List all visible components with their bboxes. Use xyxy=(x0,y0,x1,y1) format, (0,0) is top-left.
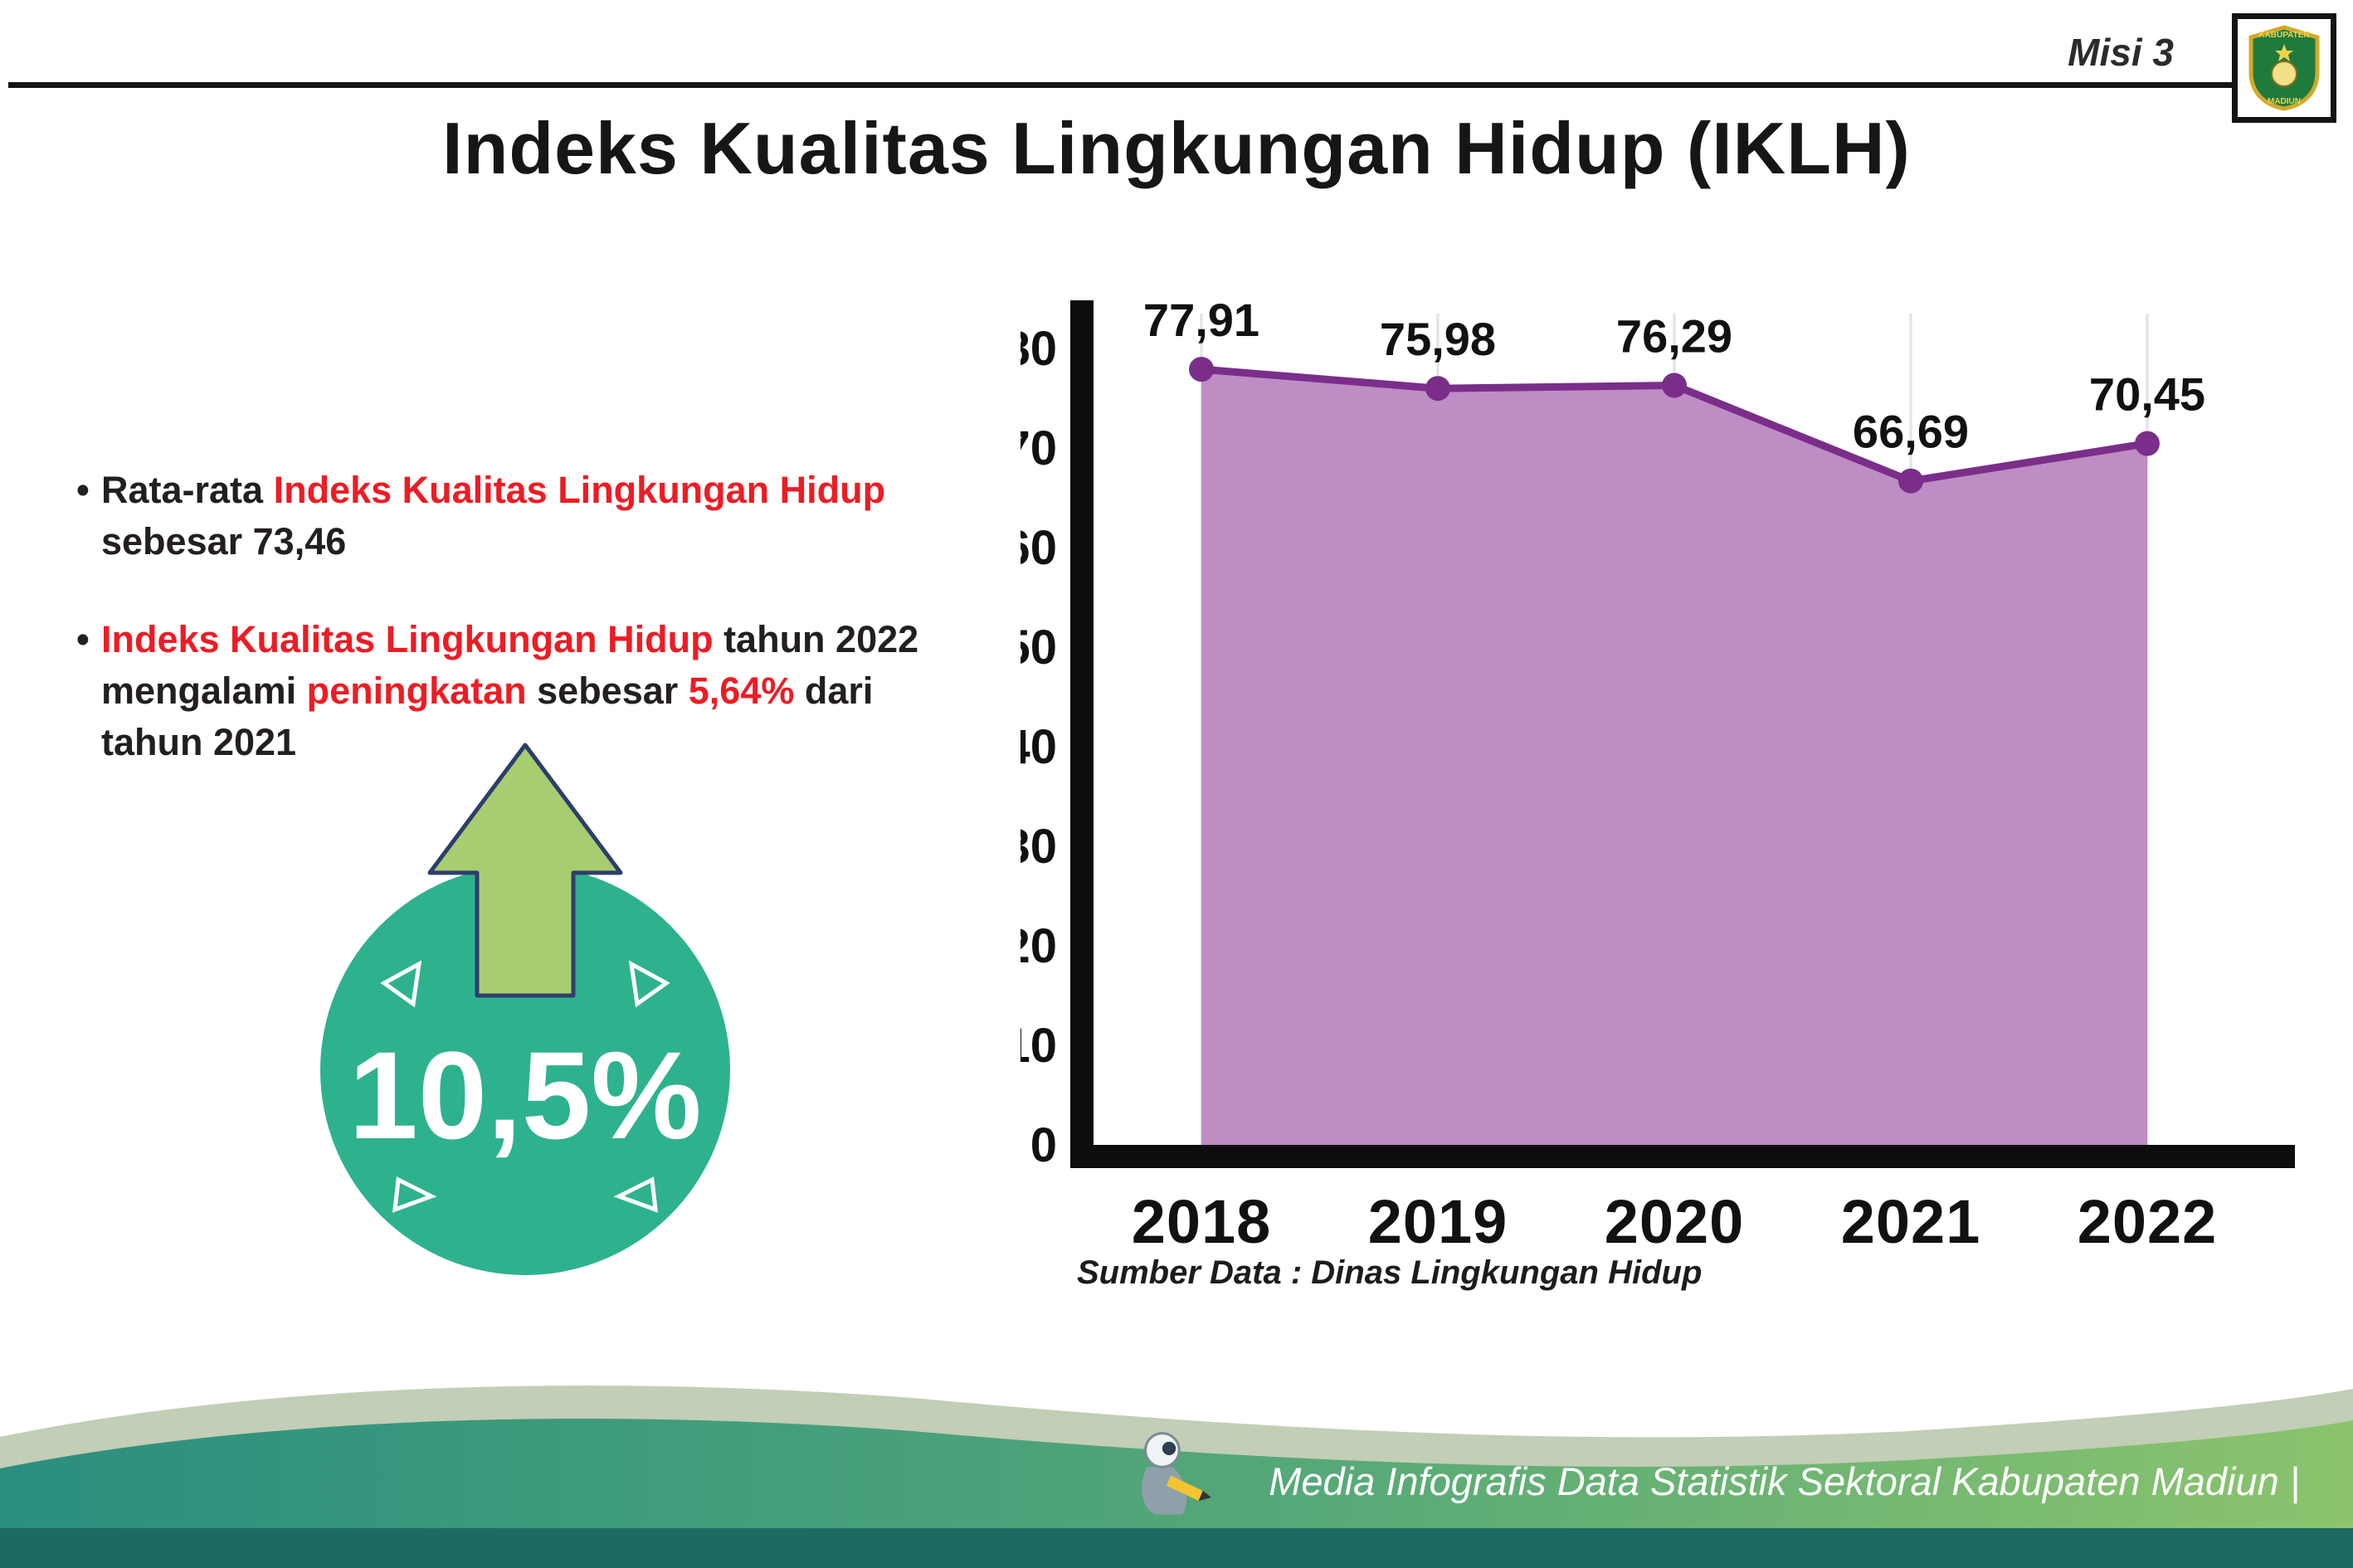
bullet-average-iklh: • Rata-rata Indeks Kualitas Lingkungan H… xyxy=(76,465,968,567)
text-segment: 5,64% xyxy=(688,670,795,713)
bullet-dot: • xyxy=(76,469,90,511)
chart-x-tick-label: 2021 xyxy=(1841,1187,1981,1256)
bullet-dot: • xyxy=(76,618,90,661)
chart-point xyxy=(1898,468,1923,494)
text-segment: dari tahun 2021 xyxy=(101,670,874,764)
chart-y-tick-label: 20 xyxy=(1021,919,1057,973)
chart-y-tick-label: 50 xyxy=(1021,621,1057,674)
text-segment: sebesar 73,46 xyxy=(101,520,347,563)
mascot-icon xyxy=(1142,1432,1211,1515)
footer-bottom-strip xyxy=(0,1528,2353,1568)
chart-value-label: 77,91 xyxy=(1143,294,1259,346)
decorative-triangles xyxy=(380,960,670,1213)
increase-badge-graphic: 10,5% xyxy=(320,743,730,1275)
coat-of-arms-icon: KABUPATEN MADIUN xyxy=(2248,25,2320,111)
chart-y-tick-label: 30 xyxy=(1021,820,1057,874)
chart-point xyxy=(2135,431,2160,456)
chart-point xyxy=(1662,373,1687,398)
chart-point xyxy=(1425,376,1450,402)
chart-y-tick-label: 70 xyxy=(1021,421,1057,475)
chart-y-tick-label: 0 xyxy=(1030,1118,1057,1172)
chart-x-tick-label: 2022 xyxy=(2078,1187,2218,1256)
footer-text: Media Infografis Data Statistik Sektoral… xyxy=(1269,1459,2300,1503)
bullet-average-iklh-text: Rata-rata Indeks Kualitas Lingkungan Hid… xyxy=(101,469,885,562)
source-note: Sumber Data : Dinas Lingkungan Hidup xyxy=(1077,1254,1703,1291)
chart-y-tick-label: 40 xyxy=(1021,720,1057,774)
arrow-up-icon xyxy=(427,743,623,998)
chart-value-label: 70,45 xyxy=(2089,368,2205,421)
chart-area-fill xyxy=(1201,369,2147,1146)
chart-x-tick-label: 2018 xyxy=(1132,1187,1272,1256)
chart-y-tick-label: 60 xyxy=(1021,521,1057,575)
chart-x-tick-label: 2019 xyxy=(1368,1187,1508,1256)
chart-x-axis xyxy=(1070,1145,2295,1168)
badge-circle xyxy=(320,865,730,1275)
chart-value-label: 75,98 xyxy=(1380,313,1496,365)
logo-top-text: KABUPATEN xyxy=(2258,31,2309,40)
chart-point xyxy=(1189,357,1214,382)
text-segment: tahun 2022 mengalami xyxy=(101,618,919,713)
page-title: Indeks Kualitas Lingkungan Hidup (IKLH) xyxy=(442,107,1911,189)
logo-bottom-text: MADIUN xyxy=(2268,97,2301,106)
header-rule xyxy=(8,82,2232,88)
text-segment: sebesar xyxy=(526,670,689,713)
chart-y-axis xyxy=(1070,300,1094,1168)
increase-badge: 10,5% xyxy=(305,738,745,1286)
text-segment: Indeks Kualitas Lingkungan Hidup xyxy=(101,618,714,661)
text-segment: peningkatan xyxy=(306,670,527,713)
kabupaten-madiun-logo: KABUPATEN MADIUN xyxy=(2232,13,2336,123)
bullet-list: • Rata-rata Indeks Kualitas Lingkungan H… xyxy=(76,465,968,815)
misi-label: Misi 3 xyxy=(2068,31,2174,74)
bullet-increase-2022: • Indeks Kualitas Lingkungan Hidup tahun… xyxy=(76,614,968,768)
badge-value: 10,5% xyxy=(348,1025,701,1165)
chart-value-label: 66,69 xyxy=(1853,406,1969,458)
bullet-increase-2022-text: Indeks Kualitas Lingkungan Hidup tahun 2… xyxy=(101,618,918,763)
chart-value-label: 76,29 xyxy=(1616,310,1732,363)
text-segment: Indeks Kualitas Lingkungan Hidup xyxy=(273,469,886,511)
chart-x-tick-label: 2020 xyxy=(1605,1187,1745,1256)
text-segment: Rata-rata xyxy=(101,469,274,511)
chart-y-tick-label: 10 xyxy=(1021,1019,1057,1073)
area-chart-svg: 77,91 75,98 76,29 66,69 70,45 0 10 20 30 40 50 60 70… xyxy=(1003,294,2295,1256)
chart-y-tick-label: 80 xyxy=(1021,322,1057,376)
iklh-area-chart: 77,91 75,98 76,29 66,69 70,45 0 10 20 30 40 50 60 70… xyxy=(1003,265,2315,1303)
